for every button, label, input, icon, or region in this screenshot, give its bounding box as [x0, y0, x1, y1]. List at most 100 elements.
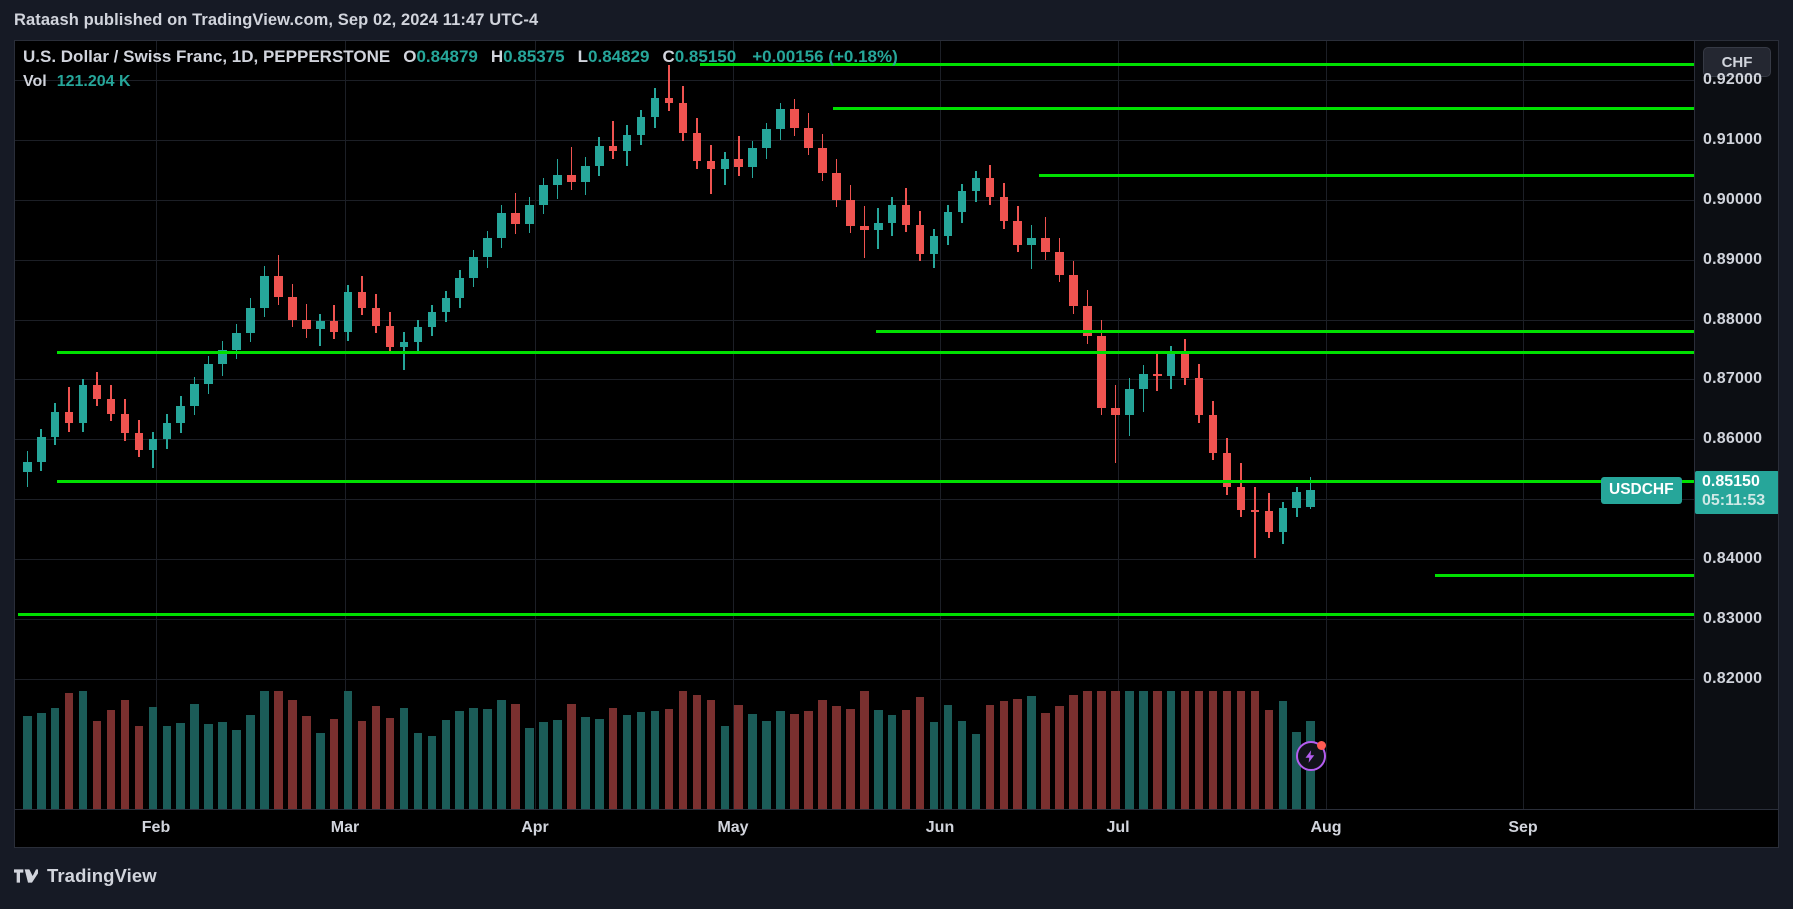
volume-bar [469, 708, 478, 809]
candle-body [539, 185, 548, 205]
volume-bar [581, 716, 590, 809]
volume-bar [483, 709, 492, 809]
time-axis-tick-label: Mar [330, 819, 360, 836]
gridline-vertical [940, 41, 941, 809]
candle-body [50, 411, 60, 437]
candle-wick [68, 386, 70, 433]
volume-bar [720, 726, 730, 809]
volume-bar [246, 714, 255, 809]
gridline-horizontal [15, 679, 1694, 681]
volume-bar [302, 716, 311, 809]
lightning-bolt-icon[interactable] [1295, 741, 1326, 771]
legend-symbol-title[interactable]: U.S. Dollar / Swiss Franc, 1D, PEPPERSTO… [23, 47, 391, 66]
candle-body [343, 292, 353, 332]
volume-bar [260, 691, 269, 809]
publish-header: Rataash published on TradingView.com, Se… [0, 0, 1793, 40]
price-pane[interactable]: U.S. Dollar / Swiss Franc, 1D, PEPPERSTO… [15, 41, 1694, 809]
horizontal-level-line[interactable] [56, 351, 1694, 355]
volume-bar [1194, 691, 1204, 809]
volume-bar [1236, 691, 1246, 809]
volume-bar [413, 732, 423, 809]
candle-body [162, 422, 172, 440]
horizontal-level-line[interactable] [18, 612, 1694, 616]
horizontal-level-line[interactable] [1435, 574, 1694, 578]
price-axis-tick-label: 0.84000 [1703, 550, 1763, 568]
legend-volume-row: Vol 121.204 K [23, 73, 898, 97]
price-axis-tick-label: 0.82000 [1703, 670, 1763, 688]
volume-bar [1083, 691, 1092, 809]
volume-bar [929, 721, 939, 809]
gridline-horizontal [15, 139, 1694, 141]
candle-body [427, 312, 437, 327]
tradingview-logo-icon [14, 864, 38, 888]
candle-body [1278, 507, 1288, 532]
candle-body [218, 349, 227, 364]
candle-body [1013, 221, 1023, 246]
candle-body [553, 174, 562, 186]
price-axis-tick-label: 0.83000 [1703, 610, 1763, 628]
candle-body [1250, 510, 1260, 512]
volume-bar [1069, 695, 1078, 809]
gridline-horizontal [15, 499, 1694, 501]
time-axis[interactable]: Feb Mar Apr May Jun Jul Aug Sep [15, 809, 1778, 847]
candle-body [664, 97, 674, 103]
volume-bar [64, 692, 74, 809]
volume-bar [1180, 691, 1190, 809]
candle-body [1055, 252, 1064, 276]
candle-wick [319, 313, 322, 346]
volume-bar [1222, 691, 1232, 809]
current-price-tag[interactable]: 0.85150 05:11:53 [1695, 471, 1778, 515]
tradingview-wordmark: TradingView [47, 865, 157, 886]
candle-body [23, 462, 32, 473]
candle-body [1139, 373, 1148, 390]
candle-body [78, 385, 88, 423]
candle-body [134, 433, 144, 451]
time-axis-tick-label: Aug [1310, 819, 1342, 836]
candle-body [106, 398, 116, 415]
candle-wick [737, 136, 740, 176]
candle-body [483, 238, 492, 258]
volume-bar [594, 718, 604, 809]
volume-bar [943, 704, 953, 809]
volume-bar [288, 700, 297, 809]
volume-bar [901, 709, 911, 809]
time-axis-tick-label: Jun [925, 819, 955, 836]
candle-body [748, 148, 757, 168]
gridline-vertical [733, 41, 734, 809]
candle-wick [612, 120, 614, 159]
chart-frame: U.S. Dollar / Swiss Franc, 1D, PEPPERSTO… [14, 40, 1779, 848]
gridline-horizontal [15, 559, 1694, 561]
volume-bar [371, 705, 381, 809]
price-axis-tick-label: 0.89000 [1703, 250, 1763, 268]
candle-body [204, 363, 213, 385]
gridline-horizontal [15, 379, 1694, 381]
legend-open: O0.84879 [403, 47, 478, 66]
horizontal-level-line[interactable] [832, 107, 1694, 111]
candle-body [636, 117, 646, 136]
candle-body [1027, 238, 1036, 246]
time-axis-tick-label: Jul [1106, 819, 1130, 836]
candle-body [818, 148, 827, 174]
horizontal-level-line[interactable] [1039, 174, 1694, 178]
volume-bar [706, 700, 716, 809]
horizontal-level-line[interactable] [876, 330, 1694, 334]
volume-bar [985, 704, 995, 809]
notification-dot-icon [1316, 741, 1326, 750]
volume-bar [971, 733, 981, 809]
volume-bar [525, 728, 534, 809]
volume-bar [873, 710, 883, 809]
volume-bar [441, 720, 451, 809]
currency-badge[interactable]: CHF [1703, 47, 1771, 77]
volume-bar [329, 719, 339, 809]
price-axis-tick-label: 0.90000 [1703, 190, 1763, 208]
horizontal-level-line[interactable] [700, 63, 1694, 67]
symbol-price-label[interactable]: USDCHF [1601, 477, 1682, 505]
horizontal-level-line[interactable] [56, 479, 1694, 483]
candle-wick [863, 205, 866, 259]
price-axis[interactable]: CHF 0.92000 0.91000 0.90000 0.89000 0.88000 0… [1694, 41, 1778, 809]
gridline-vertical [156, 41, 157, 809]
time-axis-tick-label: Feb [141, 819, 171, 836]
volume-bar [622, 714, 632, 809]
candle-body [999, 197, 1009, 222]
